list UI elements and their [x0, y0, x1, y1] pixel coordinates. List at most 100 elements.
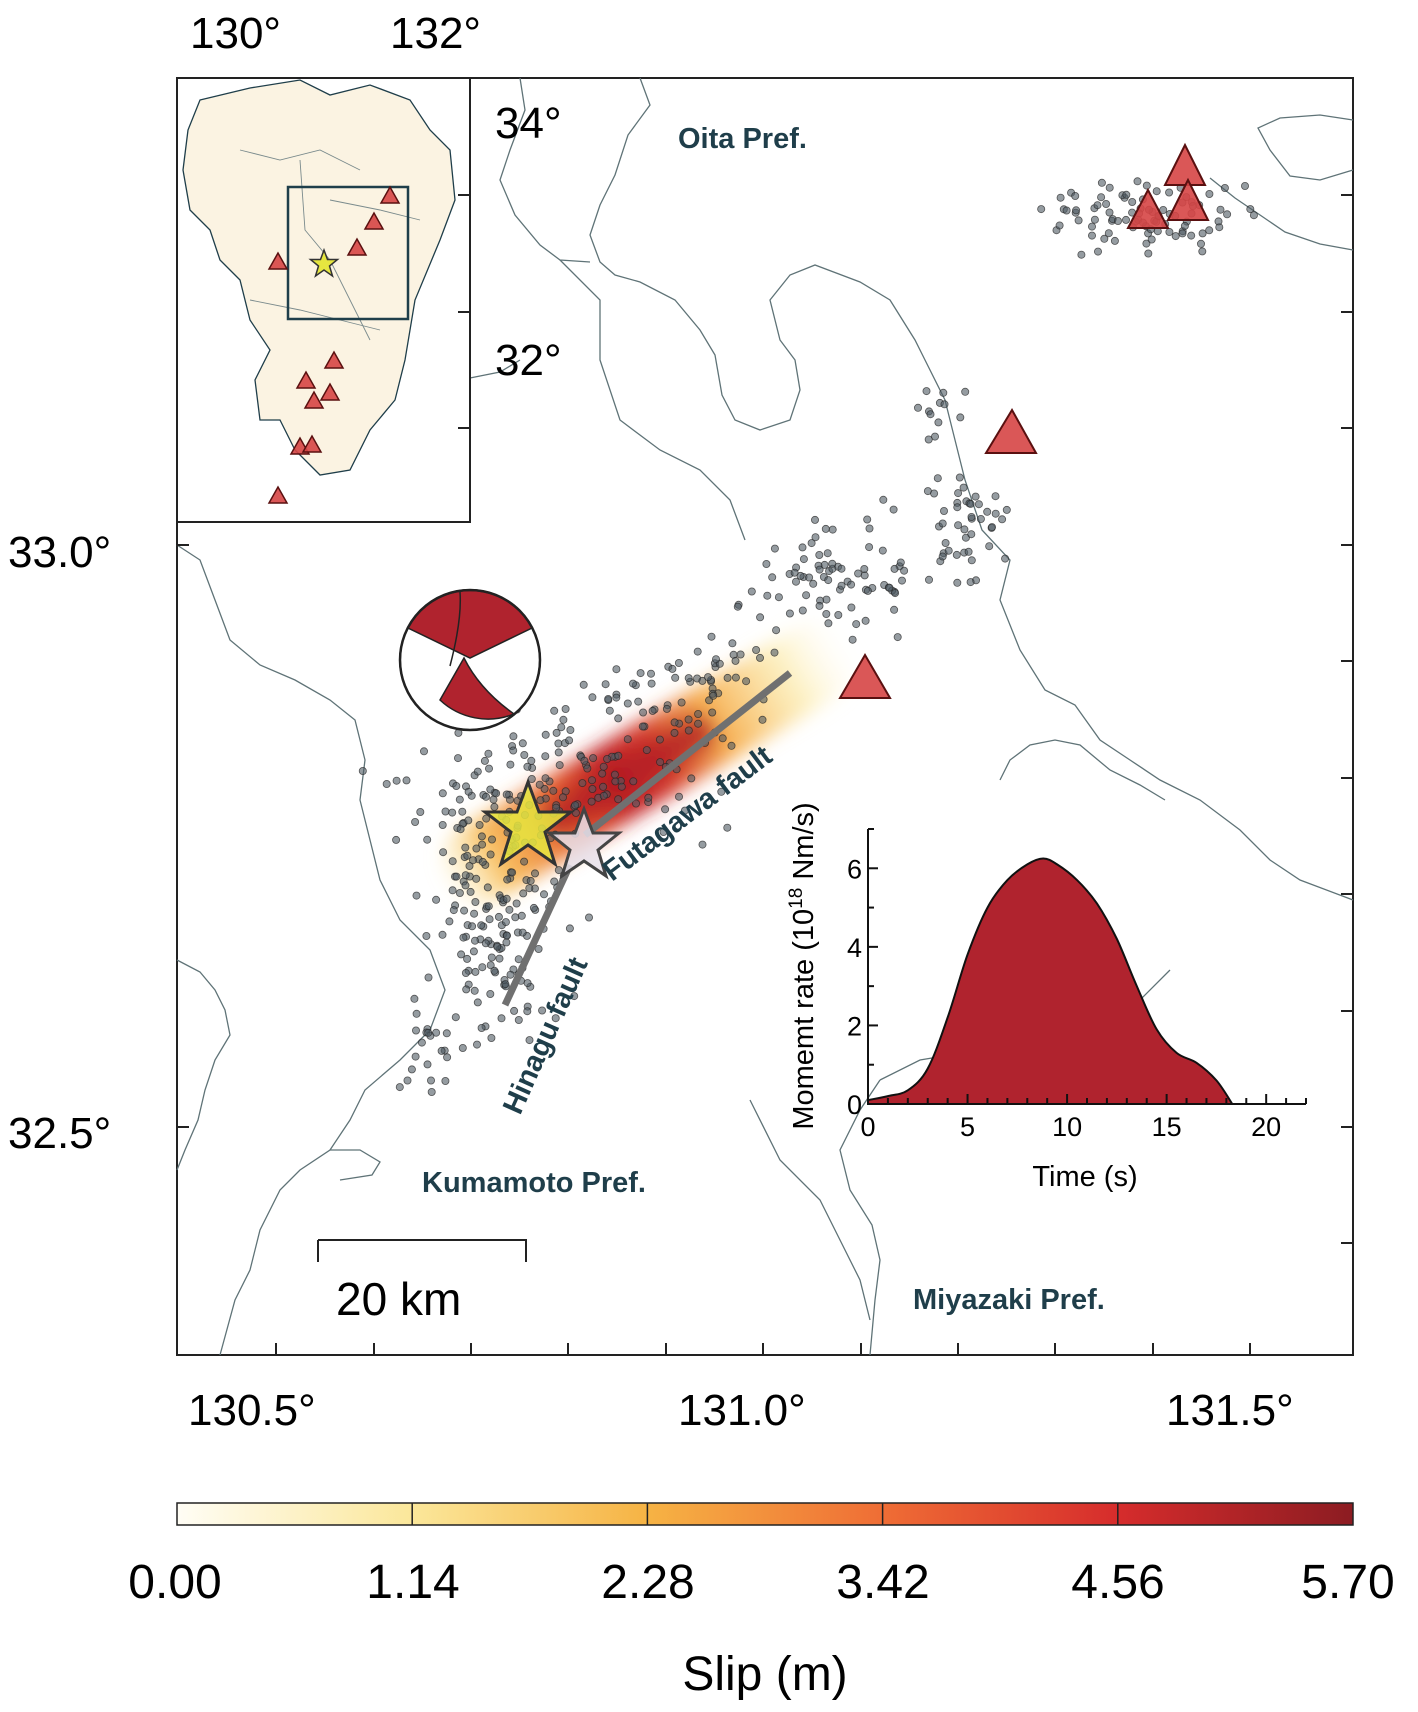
aftershock-point: [1198, 229, 1207, 238]
aftershock-point: [1055, 221, 1064, 230]
aftershock-point: [967, 530, 976, 539]
aftershock-point: [1090, 215, 1099, 224]
aftershock-point: [490, 802, 499, 811]
aftershock-point: [811, 515, 820, 524]
aftershock-point: [861, 616, 870, 625]
aftershock-point: [412, 891, 421, 900]
aftershock-point: [1147, 235, 1156, 244]
aftershock-point: [559, 715, 568, 724]
aftershock-point: [520, 857, 529, 866]
aftershock-point: [677, 698, 686, 707]
futagawa-fault-trace: [582, 670, 793, 838]
aftershock-point: [571, 801, 580, 810]
aftershock-point: [485, 915, 494, 924]
aftershock-point: [612, 665, 621, 674]
aftershock-point: [694, 710, 703, 719]
colorbar-tick-label: 0.00: [128, 1556, 221, 1609]
aftershock-point: [486, 785, 495, 794]
aftershock-point: [468, 922, 477, 931]
aftershock-point: [525, 884, 534, 893]
aftershock-point: [889, 505, 898, 514]
aftershock-point: [723, 823, 732, 832]
hinagu-fault-trace: [501, 863, 574, 1007]
aftershock-point: [525, 1036, 534, 1045]
kyushu-landmass: [182, 79, 456, 476]
aftershock-point: [505, 905, 514, 914]
focal-mechanism-beachball: [398, 588, 542, 732]
aftershock-point: [470, 909, 479, 918]
aftershock-point: [445, 917, 454, 926]
aftershock-point: [1077, 250, 1086, 259]
aftershock-point: [552, 728, 561, 737]
colorbar-tick-label: 2.28: [601, 1556, 694, 1609]
volcano-marker: [1126, 187, 1170, 229]
aftershock-point: [1198, 247, 1207, 256]
aftershock-point: [502, 894, 511, 903]
aftershock-point: [731, 656, 740, 665]
inset-volcano-markers: [267, 185, 401, 504]
aftershock-point: [423, 835, 432, 844]
aftershock-point: [762, 560, 771, 569]
lat-label-32-5: 32.5°: [8, 1109, 111, 1158]
aftershock-point: [693, 647, 702, 656]
aftershock-point: [486, 961, 495, 970]
lat-label-33-0: 33.0°: [8, 528, 111, 577]
aftershock-point: [709, 691, 718, 700]
aftershock-point: [1180, 221, 1189, 230]
scale-bar: 20 km: [317, 1239, 527, 1325]
moment-rate-xlabel: Time (s): [1032, 1161, 1137, 1193]
aftershock-point: [603, 755, 612, 764]
aftershock-point: [585, 913, 594, 922]
aftershock-point: [954, 521, 963, 530]
aftershock-point: [656, 758, 665, 767]
aftershock-point: [473, 998, 482, 1007]
aftershock-point: [424, 1028, 433, 1037]
aftershock-point: [588, 693, 597, 702]
aftershock-point: [502, 790, 511, 799]
aftershock-point: [523, 1007, 532, 1016]
lon-label-131-5: 131.5°: [1166, 1386, 1294, 1435]
aftershock-point: [1102, 199, 1111, 208]
aftershock-point: [417, 1038, 426, 1047]
aftershock-point: [519, 889, 528, 898]
colorbar-title: Slip (m): [682, 1648, 847, 1701]
aftershock-point: [557, 723, 566, 732]
aftershock-point: [411, 1052, 420, 1061]
aftershock-point: [478, 963, 487, 972]
aftershock-point: [442, 1029, 451, 1038]
aftershock-point: [448, 808, 457, 817]
aftershock-point: [410, 994, 419, 1003]
aftershock-point: [922, 387, 931, 396]
aftershock-point: [728, 639, 737, 648]
aftershock-point: [1165, 188, 1174, 197]
aftershock-point: [416, 808, 425, 817]
aftershock-point: [723, 673, 732, 682]
aftershock-point: [828, 559, 837, 568]
aftershock-point: [1220, 183, 1229, 192]
aftershock-point: [828, 525, 837, 534]
aftershock-point: [956, 413, 965, 422]
volcano-markers: [838, 142, 1210, 699]
aftershock-point: [455, 795, 464, 804]
aftershock-point: [599, 762, 608, 771]
aftershock-point: [477, 921, 486, 930]
aftershock-point: [770, 544, 779, 553]
aftershock-point: [655, 735, 664, 744]
aftershock-point: [392, 776, 401, 785]
aftershock-point: [1056, 193, 1065, 202]
moment-rate-tick-labels: 0 5 10 15 20 0 2 4 6: [847, 854, 1281, 1142]
aftershock-point: [458, 807, 467, 816]
aftershock-point: [718, 734, 727, 743]
aftershock-point: [550, 877, 559, 886]
aftershock-point: [798, 606, 807, 615]
aftershock-point: [470, 986, 479, 995]
aftershock-point: [623, 735, 632, 744]
aftershock-point: [731, 673, 740, 682]
inset-mainshock-star: [308, 247, 340, 278]
aftershock-point: [461, 871, 470, 880]
aftershock-point: [662, 704, 671, 713]
aftershock-point: [604, 695, 613, 704]
aftershock-point: [930, 489, 939, 498]
aftershock-point: [565, 924, 574, 933]
